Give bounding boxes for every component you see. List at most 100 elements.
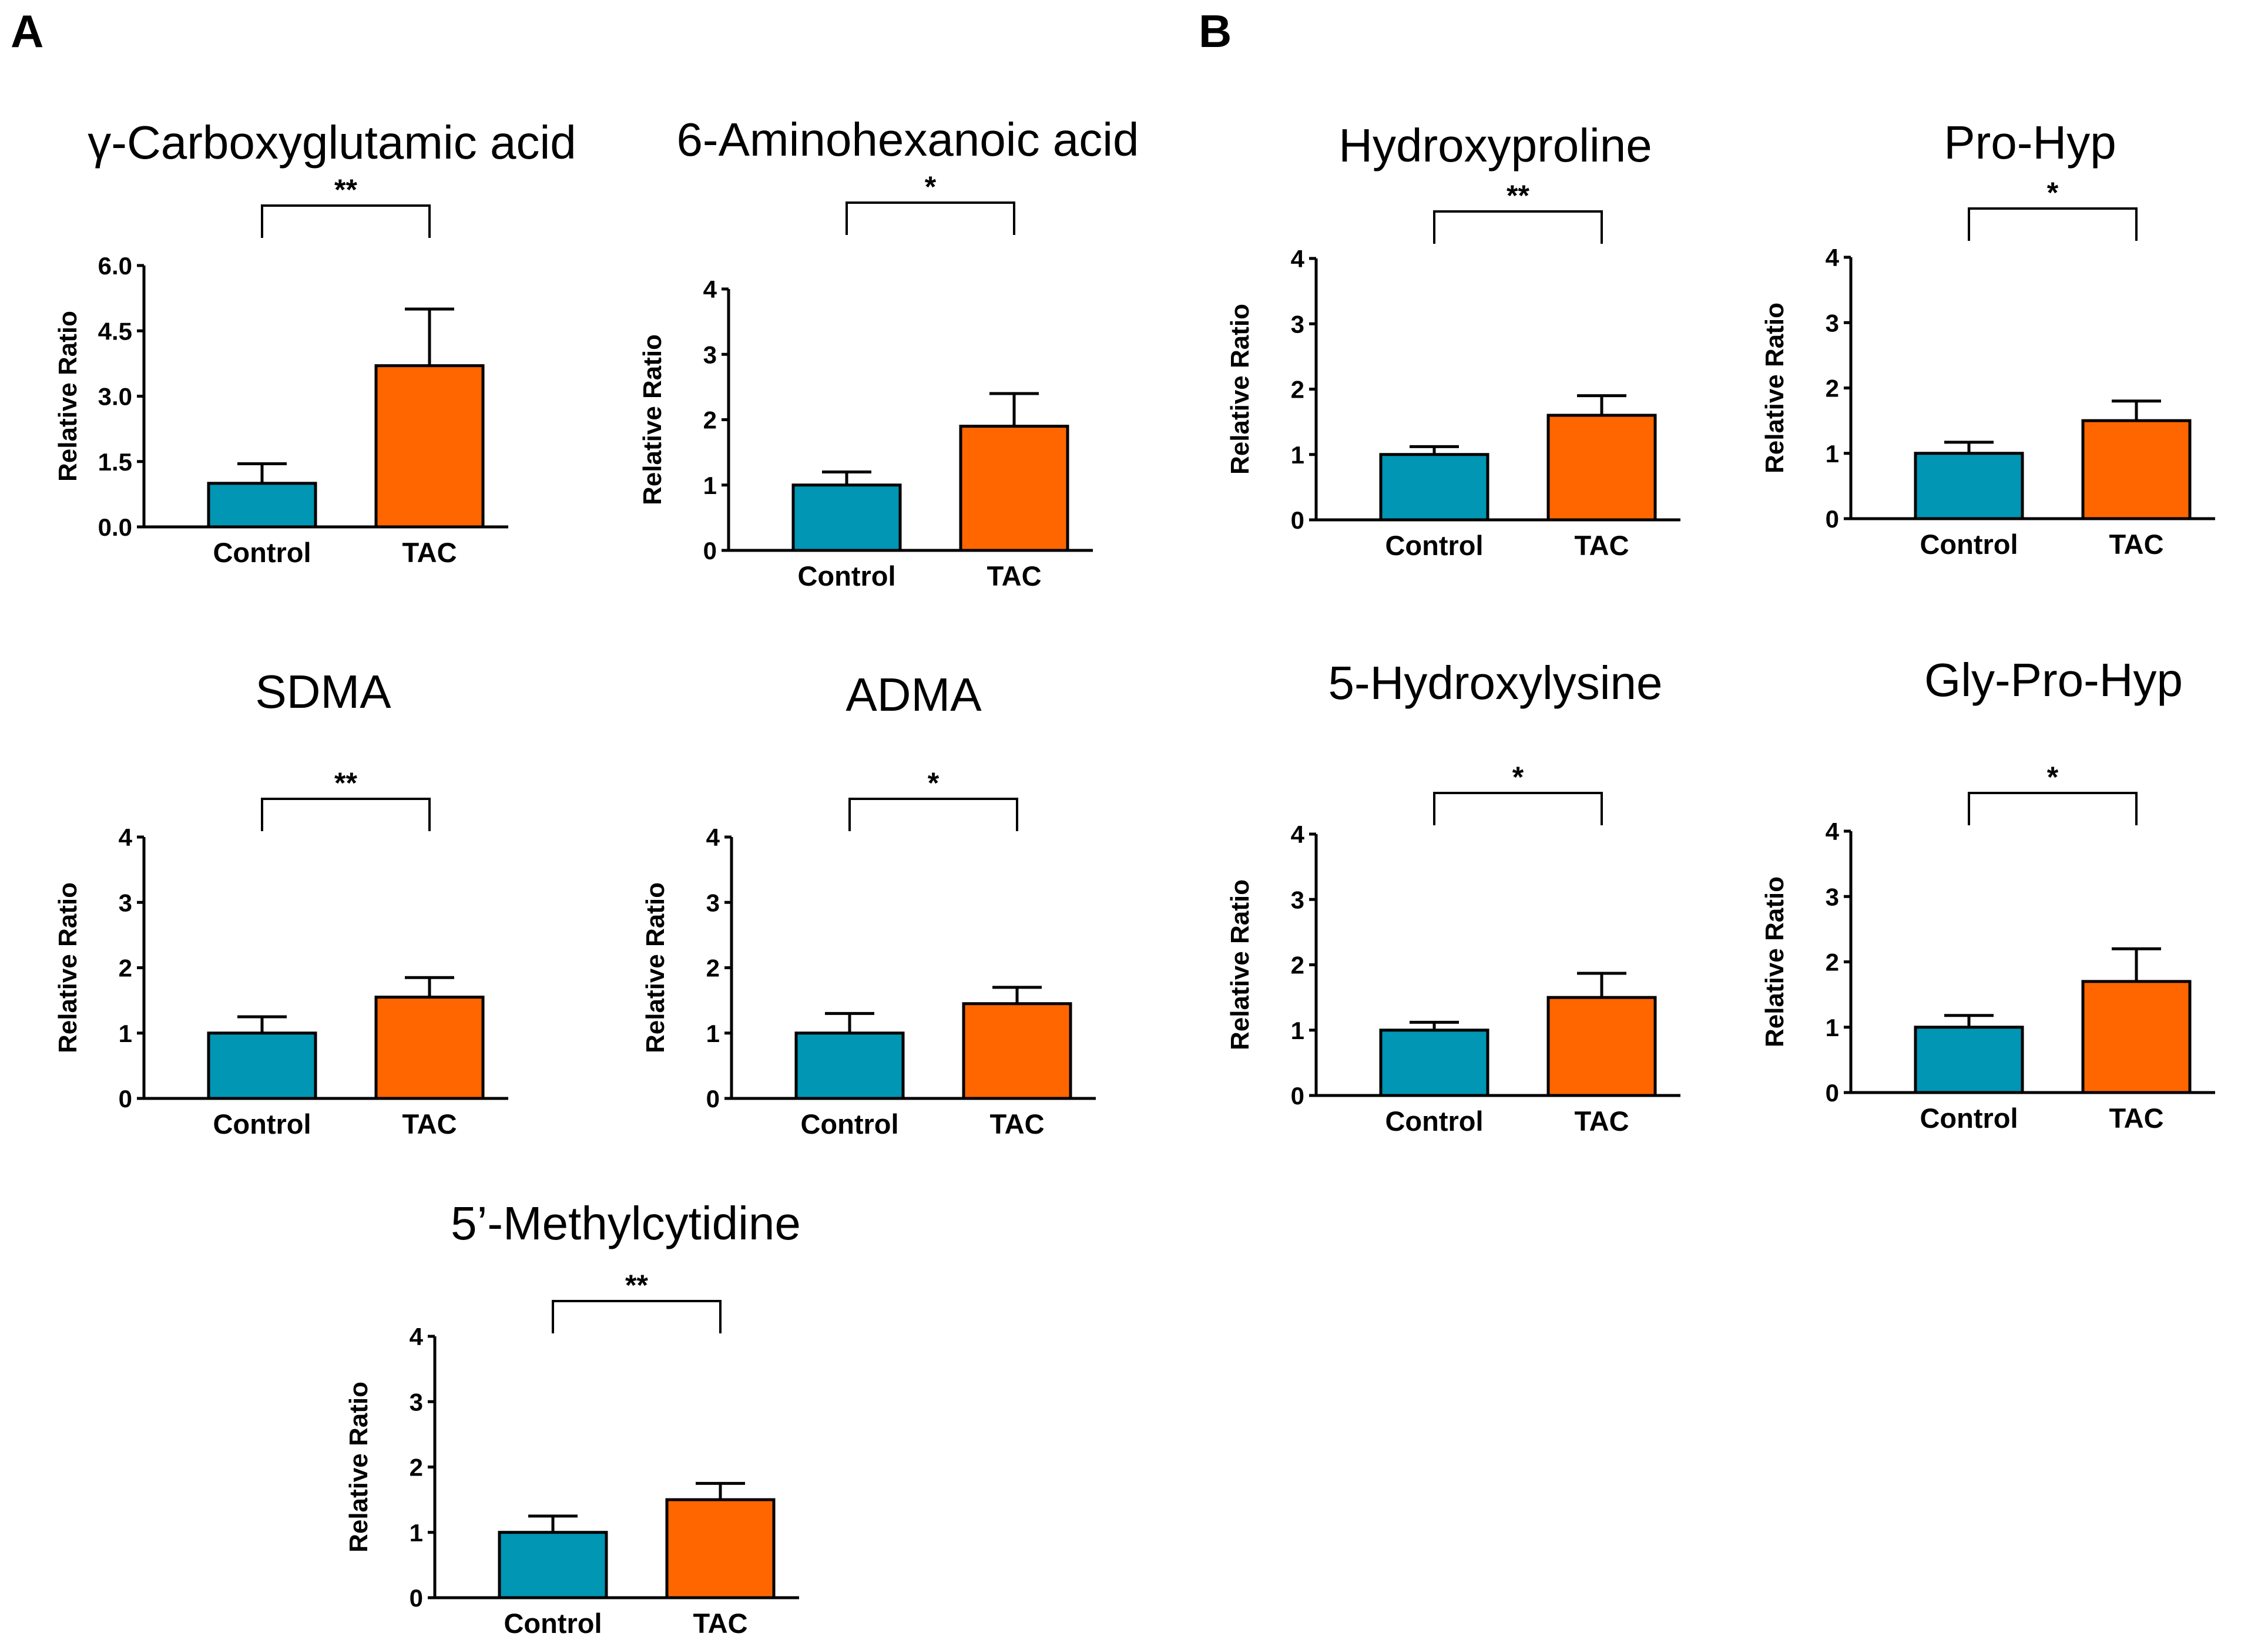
x-tick-label: Control — [1385, 530, 1483, 561]
x-tick-label: Control — [213, 1108, 311, 1140]
y-tick-label: 3 — [1826, 883, 1839, 910]
y-tick-label: 0 — [1826, 505, 1839, 533]
chart: Pro-Hyp Relative Ratio 0 1 2 3 4 Control TAC * — [1760, 116, 2215, 560]
y-axis-label: Relative Ratio — [53, 311, 82, 482]
bar-control — [207, 482, 317, 529]
significance-marker: * — [2047, 176, 2059, 209]
panel-a-label: A — [11, 5, 43, 57]
y-tick-label: 4 — [410, 1323, 424, 1350]
significance-marker: ** — [334, 173, 357, 206]
y-tick-label: 3 — [410, 1388, 423, 1416]
significance-bracket — [848, 798, 1018, 831]
significance-bracket — [552, 1300, 722, 1333]
bar-control — [794, 1031, 905, 1100]
x-tick-label: TAC — [1574, 530, 1629, 561]
chart-title: ADMA — [846, 668, 982, 721]
chart: 5’-Methylcytidine Relative Ratio 0 1 2 3 4 Cont… — [344, 1197, 801, 1639]
bar-tac — [1546, 414, 1657, 522]
bar-control — [498, 1531, 608, 1599]
chart: γ-Carboxyglutamic acid Relative Ratio 0.0 1… — [53, 116, 576, 568]
significance-marker: * — [2047, 761, 2059, 794]
x-tick-label: TAC — [693, 1608, 747, 1639]
chart: 6-Aminohexanoic acid Relative Ratio 0 1 2 3 4 C… — [638, 113, 1139, 592]
error-bar — [2112, 947, 2161, 982]
bar-tac — [374, 996, 485, 1100]
bar-tac — [959, 425, 1069, 552]
y-tick-label: 0 — [703, 537, 717, 564]
y-tick-label: 1 — [1826, 1014, 1839, 1041]
error-bar — [825, 1011, 874, 1033]
bar-tac — [1546, 996, 1657, 1097]
error-bar — [237, 462, 287, 483]
y-tick-label: 3 — [703, 341, 717, 368]
x-tick-label: TAC — [402, 537, 457, 568]
error-bar — [528, 1514, 578, 1533]
error-bar — [822, 471, 871, 485]
y-tick-label: 3 — [706, 889, 720, 916]
y-tick-label: 3 — [1291, 310, 1304, 338]
significance-bracket — [261, 798, 431, 831]
y-tick-label: 4 — [1826, 244, 1840, 271]
y-tick-label: 1 — [119, 1020, 132, 1047]
error-bar — [2112, 399, 2161, 421]
x-tick-label: TAC — [2109, 529, 2163, 560]
significance-bracket — [1433, 792, 1603, 825]
bar-tac — [2081, 980, 2192, 1094]
y-tick-label: 2 — [703, 406, 717, 434]
significance-marker: * — [1512, 761, 1524, 794]
error-bar — [1944, 1014, 1994, 1027]
y-tick-label: 4 — [1291, 245, 1305, 273]
bar-control — [1379, 453, 1489, 522]
chart-title: Hydroxyproline — [1338, 119, 1652, 172]
chart-title: Gly-Pro-Hyp — [1924, 654, 2183, 706]
y-tick-label: 3 — [119, 889, 132, 916]
y-axis-label: Relative Ratio — [1760, 303, 1789, 473]
y-tick-label: 2 — [410, 1454, 423, 1481]
bar-control — [1914, 452, 2024, 520]
y-tick-label: 0 — [1291, 1082, 1304, 1110]
y-tick-label: 2 — [1826, 949, 1839, 976]
significance-bracket — [261, 204, 431, 238]
significance-bracket — [1968, 792, 2138, 825]
x-tick-label: Control — [1920, 529, 2018, 560]
y-tick-label: 1 — [1826, 440, 1839, 468]
y-axis-label: Relative Ratio — [53, 882, 82, 1053]
x-tick-label: TAC — [2109, 1103, 2163, 1134]
y-tick-label: 0 — [1291, 506, 1304, 534]
significance-bracket — [846, 201, 1015, 235]
y-tick-label: 0 — [119, 1085, 132, 1113]
bar-control — [1379, 1029, 1489, 1097]
x-tick-label: Control — [1920, 1103, 2018, 1134]
significance-bracket — [1968, 207, 2138, 241]
chart-title: SDMA — [255, 666, 391, 718]
y-tick-label: 2 — [706, 955, 720, 982]
y-tick-label: 4 — [1826, 818, 1840, 845]
y-tick-label: 2 — [1826, 375, 1839, 402]
x-tick-label: Control — [797, 560, 895, 592]
significance-marker: ** — [625, 1269, 648, 1302]
error-bar — [1577, 394, 1626, 415]
chart: Gly-Pro-Hyp Relative Ratio 0 1 2 3 4 Control TAC… — [1760, 654, 2215, 1134]
error-bar — [1577, 972, 1626, 998]
bar-tac — [374, 364, 485, 529]
y-tick-label: 0 — [1826, 1079, 1839, 1107]
x-tick-label: Control — [800, 1108, 898, 1140]
y-tick-label: 1.5 — [98, 448, 132, 476]
y-tick-label: 2 — [1291, 376, 1304, 404]
y-axis-label: Relative Ratio — [1760, 876, 1789, 1047]
bar-tac — [665, 1498, 776, 1599]
y-tick-label: 1 — [706, 1020, 720, 1047]
chart-title: 5-Hydroxylysine — [1328, 657, 1662, 709]
y-tick-label: 6.0 — [98, 252, 132, 280]
error-bar — [1944, 441, 1994, 453]
error-bar — [405, 976, 454, 997]
bar-control — [207, 1031, 317, 1100]
y-tick-label: 3 — [1291, 886, 1304, 913]
bar-control — [1914, 1026, 2024, 1094]
bar-tac — [2081, 419, 2192, 520]
bar-control — [791, 483, 902, 552]
significance-marker: ** — [1507, 179, 1529, 212]
x-tick-label: Control — [213, 537, 311, 568]
charts-container: γ-Carboxyglutamic acid Relative Ratio 0.0 1… — [53, 113, 2215, 1639]
